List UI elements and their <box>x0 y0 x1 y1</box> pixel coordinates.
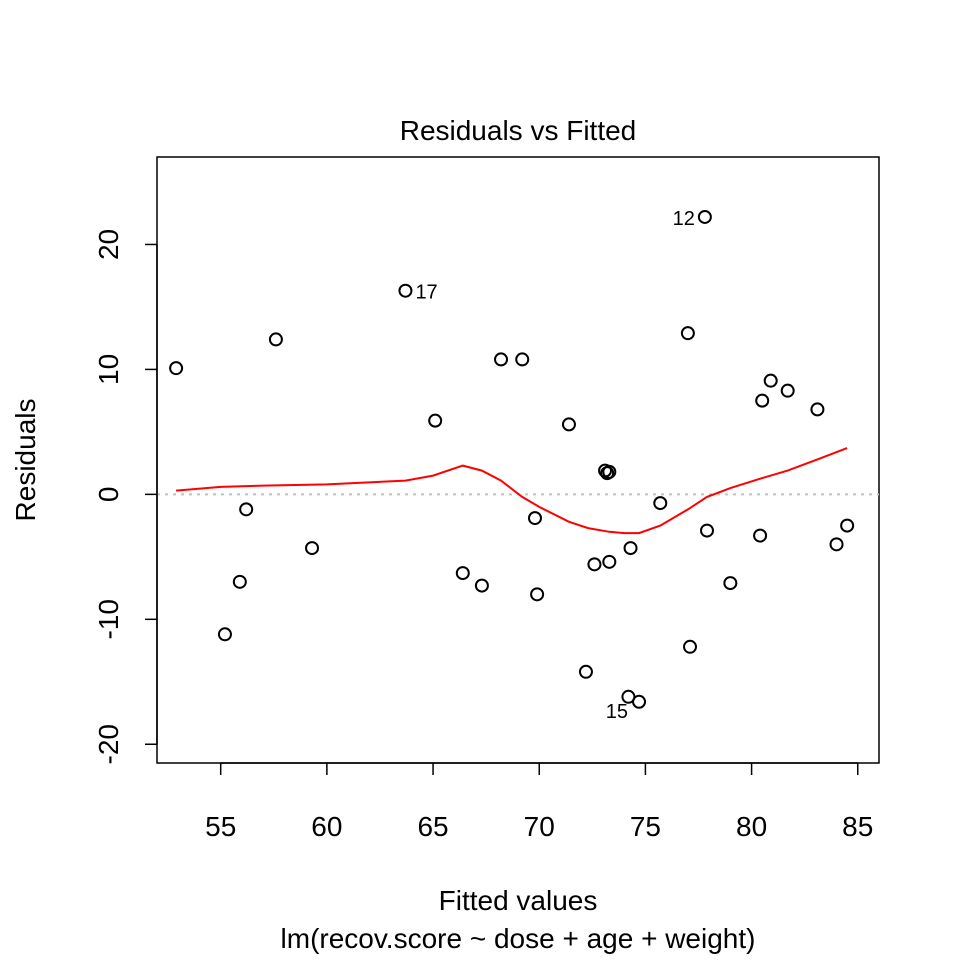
scatter-point <box>623 541 638 556</box>
x-tick-label: 55 <box>205 811 236 842</box>
scatter-point <box>632 694 647 709</box>
scatter-point <box>527 511 542 526</box>
scatter-point <box>398 283 413 298</box>
chart-title: Residuals vs Fitted <box>400 115 637 146</box>
y-tick-label: 20 <box>93 229 124 260</box>
y-tick-label: -10 <box>93 599 124 639</box>
point-labels-layer: 17 15 12 <box>415 208 694 723</box>
scatter-point <box>755 393 770 408</box>
x-tick-label: 60 <box>311 811 342 842</box>
scatter-point <box>829 537 844 552</box>
x-axis: 55 60 65 70 75 80 85 <box>205 762 873 842</box>
point-label: 17 <box>415 282 437 304</box>
x-tick-label: 70 <box>524 811 555 842</box>
point-label: 15 <box>606 701 628 723</box>
x-axis-label: Fitted values <box>439 885 598 916</box>
y-tick-label: -20 <box>93 724 124 764</box>
y-tick-label: 10 <box>93 354 124 385</box>
x-tick-label: 80 <box>736 811 767 842</box>
scatter-point <box>428 413 443 428</box>
scatter-point <box>232 574 247 589</box>
scatter-point <box>217 627 232 642</box>
scatter-point <box>169 361 184 376</box>
scatter-point <box>455 566 470 581</box>
y-axis: -20 -10 0 10 20 <box>93 229 158 764</box>
scatter-point <box>602 464 617 479</box>
scatter-point <box>699 523 714 538</box>
scatter-point <box>840 518 855 533</box>
smooth-trend-line <box>176 447 848 535</box>
scatter-point <box>763 373 778 388</box>
scatter-point <box>723 576 738 591</box>
point-label: 12 <box>673 208 695 230</box>
scatter-point <box>530 587 545 602</box>
y-tick-label: 0 <box>93 487 124 503</box>
scatter-point <box>680 326 695 341</box>
x-tick-label: 75 <box>630 811 661 842</box>
scatter-point <box>683 639 698 654</box>
scatter-point <box>474 578 489 593</box>
x-tick-label: 65 <box>417 811 448 842</box>
x-tick-label: 85 <box>842 811 873 842</box>
scatter-point <box>561 417 576 432</box>
scatter-point <box>653 496 668 511</box>
scatter-point <box>753 528 768 543</box>
scatter-point <box>587 557 602 572</box>
scatter-point <box>578 664 593 679</box>
scatter-point <box>602 554 617 569</box>
scatter-point <box>697 209 712 224</box>
smooth-line-layer <box>176 447 848 535</box>
chart-subtitle: lm(recov.score ~ dose + age + weight) <box>281 923 756 954</box>
scatter-point <box>810 402 825 417</box>
points-layer <box>169 209 855 709</box>
scatter-point <box>494 352 509 367</box>
scatter-point <box>268 332 283 347</box>
scatter-point <box>239 502 254 517</box>
scatter-point <box>780 383 795 398</box>
y-axis-label: Residuals <box>10 399 41 522</box>
scatter-point <box>305 541 320 556</box>
scatter-point <box>515 352 530 367</box>
